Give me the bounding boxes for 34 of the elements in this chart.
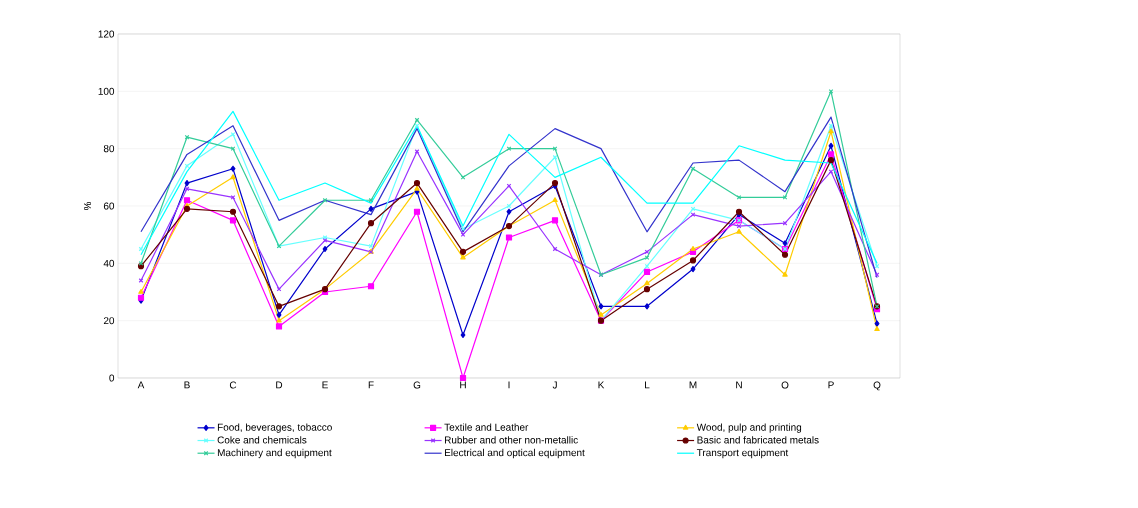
legend-label: Transport equipment <box>696 448 789 459</box>
y-tick-label: 20 <box>103 317 115 325</box>
legend-label: Basic and fabricated metals <box>697 436 819 444</box>
y-tick-label: 100 <box>98 87 115 95</box>
y-tick-label: 60 <box>103 202 115 210</box>
y-tick-label: 40 <box>103 259 115 267</box>
y-tick-label: 120 <box>98 30 115 38</box>
legend-label: Rubber and other non-metallic <box>444 436 578 444</box>
y-axis-title: % <box>84 201 92 211</box>
legend-label: Food, beverages, tobacco <box>217 423 332 433</box>
x-tick-label: F <box>368 381 374 389</box>
x-tick-label: B <box>184 381 190 389</box>
x-tick-label: G <box>413 381 421 389</box>
x-tick-label: O <box>781 381 789 389</box>
legend-label: Textile and Leather <box>444 423 529 431</box>
x-tick-label: J <box>552 381 557 389</box>
x-tick-label: I <box>508 381 510 389</box>
x-tick-label: N <box>736 381 742 389</box>
y-tick-label: 0 <box>109 374 115 382</box>
x-tick-label: M <box>689 381 697 389</box>
x-tick-label: D <box>276 381 283 389</box>
x-tick-label: C <box>229 381 237 389</box>
legend-label: Coke and chemicals <box>217 436 307 444</box>
x-tick-label: K <box>598 381 605 389</box>
x-tick-label: P <box>828 381 834 389</box>
x-tick-label: E <box>322 381 328 389</box>
legend-label: Machinery and equipment <box>217 448 332 459</box>
legend-label: Electrical and optical equipment <box>444 448 585 459</box>
legend-label: Wood, pulp and printing <box>696 423 802 433</box>
x-tick-label: Q <box>873 381 881 391</box>
x-tick-label: L <box>645 381 650 389</box>
x-tick-label: A <box>137 381 145 389</box>
x-tick-label: H <box>460 381 466 389</box>
y-tick-label: 80 <box>103 145 115 153</box>
